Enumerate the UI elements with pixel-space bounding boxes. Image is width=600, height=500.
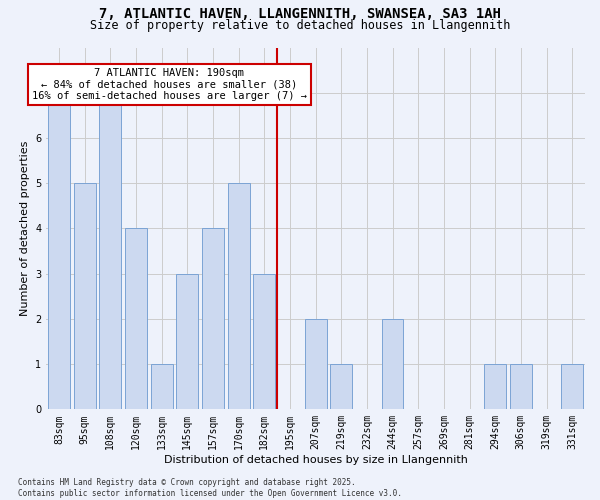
Bar	[484, 364, 506, 410]
Text: Contains HM Land Registry data © Crown copyright and database right 2025.
Contai: Contains HM Land Registry data © Crown c…	[18, 478, 402, 498]
Y-axis label: Number of detached properties: Number of detached properties	[20, 140, 29, 316]
Bar	[305, 319, 326, 410]
Bar	[382, 319, 403, 410]
Bar	[331, 364, 352, 410]
Text: 7, ATLANTIC HAVEN, LLANGENNITH, SWANSEA, SA3 1AH: 7, ATLANTIC HAVEN, LLANGENNITH, SWANSEA,…	[99, 8, 501, 22]
Bar	[48, 92, 70, 409]
Bar	[561, 364, 583, 410]
Bar	[74, 183, 95, 410]
Bar	[151, 364, 173, 410]
Bar	[100, 92, 121, 409]
Bar	[253, 274, 275, 409]
X-axis label: Distribution of detached houses by size in Llangennith: Distribution of detached houses by size …	[164, 455, 467, 465]
Bar	[176, 274, 198, 409]
Bar	[202, 228, 224, 410]
Bar	[228, 183, 250, 410]
Bar	[510, 364, 532, 410]
Bar	[125, 228, 147, 410]
Text: 7 ATLANTIC HAVEN: 190sqm
← 84% of detached houses are smaller (38)
16% of semi-d: 7 ATLANTIC HAVEN: 190sqm ← 84% of detach…	[32, 68, 307, 101]
Text: Size of property relative to detached houses in Llangennith: Size of property relative to detached ho…	[90, 19, 510, 32]
